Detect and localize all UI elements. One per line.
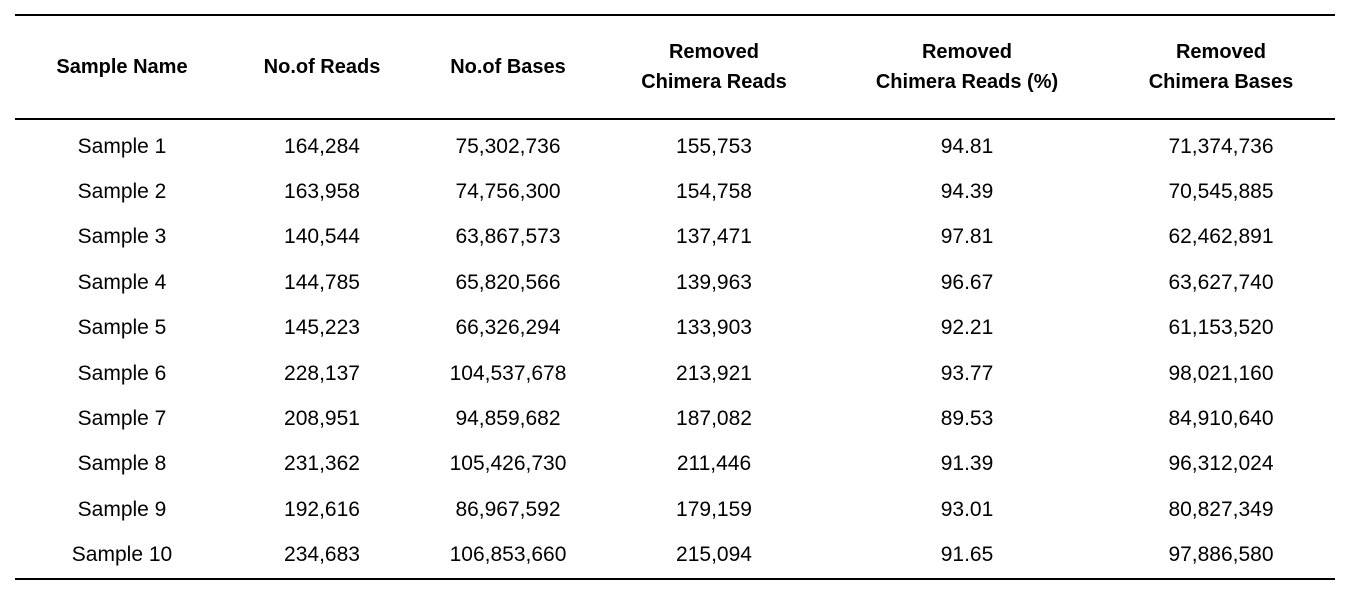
table-cell: 105,426,730	[449, 452, 567, 476]
table-cell: 84,910,640	[1168, 407, 1274, 431]
table-cell: 179,159	[676, 497, 752, 521]
table-cell: 62,462,891	[1168, 225, 1274, 249]
header-text: Chimera Bases	[1148, 71, 1294, 93]
table-body: Sample 1 164,284 75,302,736 155,753 94.81 71,…	[15, 119, 1335, 579]
table-cell: 91.65	[940, 543, 994, 567]
table-cell: 96,312,024	[1168, 452, 1274, 476]
table-cell: 106,853,660	[449, 543, 567, 567]
table-cell: 96.67	[940, 270, 994, 294]
header-sample-name: Sample Name	[15, 15, 229, 119]
table-cell: 140,544	[284, 225, 360, 249]
table-cell: 93.01	[940, 497, 994, 521]
table-row: Sample 7 208,951 94,859,682 187,082 89.53 84,…	[15, 396, 1335, 441]
table-cell: 228,137	[284, 361, 360, 385]
table-row: Sample 8 231,362 105,426,730 211,446 91.39 96…	[15, 442, 1335, 487]
table-cell: 71,374,736	[1168, 134, 1274, 158]
header-row: Sample Name No.of Reads No.of Bases Remo…	[15, 15, 1335, 119]
table-cell: Sample 10	[71, 543, 173, 567]
table-cell: 94.39	[940, 180, 994, 204]
table-cell: 89.53	[940, 407, 994, 431]
header-text: Sample Name	[56, 56, 188, 78]
table-cell: 74,756,300	[455, 180, 561, 204]
header-no-of-bases: No.of Bases	[415, 15, 601, 119]
table-header: Sample Name No.of Reads No.of Bases Remo…	[15, 15, 1335, 119]
table-cell: 80,827,349	[1168, 497, 1274, 521]
table-cell: 61,153,520	[1168, 316, 1274, 340]
table-cell: 231,362	[284, 452, 360, 476]
table-cell: 144,785	[284, 270, 360, 294]
table-cell: 213,921	[676, 361, 752, 385]
table-cell: Sample 8	[77, 452, 167, 476]
table-cell: 75,302,736	[455, 134, 561, 158]
header-text: Chimera Reads (%)	[875, 71, 1059, 93]
table-cell: Sample 6	[77, 361, 167, 385]
table-cell: 154,758	[676, 180, 752, 204]
table-cell: 163,958	[284, 180, 360, 204]
table-cell: 164,284	[284, 134, 360, 158]
header-removed-chimera-bases: Removed Chimera Bases	[1107, 15, 1335, 119]
table-cell: Sample 3	[77, 225, 167, 249]
table-cell: 211,446	[676, 452, 752, 476]
header-text: Removed	[1175, 41, 1267, 63]
table-row: Sample 9 192,616 86,967,592 179,159 93.01 80,…	[15, 487, 1335, 532]
table-cell: 145,223	[284, 316, 360, 340]
header-no-of-reads: No.of Reads	[229, 15, 415, 119]
table-cell: 187,082	[676, 407, 752, 431]
header-text: Removed	[921, 41, 1013, 63]
table-cell: Sample 2	[77, 180, 167, 204]
table-cell: 86,967,592	[455, 497, 561, 521]
table-row: Sample 4 144,785 65,820,566 139,963 96.67 63,…	[15, 260, 1335, 305]
table-cell: 98,021,160	[1168, 361, 1274, 385]
table-row: Sample 6 228,137 104,537,678 213,921 93.77 98…	[15, 351, 1335, 396]
table-cell: Sample 9	[77, 497, 167, 521]
table-cell: 97,886,580	[1168, 543, 1274, 567]
table-cell: 192,616	[284, 497, 360, 521]
table-cell: 139,963	[676, 270, 752, 294]
table-cell: 92.21	[940, 316, 994, 340]
table-cell: Sample 4	[77, 270, 167, 294]
table-cell: Sample 1	[77, 134, 167, 158]
table-row: Sample 1 164,284 75,302,736 155,753 94.81 71,…	[15, 119, 1335, 169]
table-cell: 91.39	[940, 452, 994, 476]
header-text: Removed	[668, 41, 760, 63]
header-removed-chimera-reads-pct: Removed Chimera Reads (%)	[827, 15, 1107, 119]
sample-stats-table: Sample Name No.of Reads No.of Bases Remo…	[15, 14, 1335, 580]
table-cell: Sample 7	[77, 407, 167, 431]
table-cell: 104,537,678	[449, 361, 567, 385]
table-cell: Sample 5	[77, 316, 167, 340]
data-table-container: Sample Name No.of Reads No.of Bases Remo…	[15, 14, 1335, 580]
header-text: Chimera Reads	[641, 71, 787, 93]
table-cell: 234,683	[284, 543, 360, 567]
table-cell: 94,859,682	[455, 407, 561, 431]
table-cell: 66,326,294	[455, 316, 561, 340]
table-cell: 137,471	[676, 225, 752, 249]
table-cell: 65,820,566	[455, 270, 561, 294]
table-cell: 215,094	[676, 543, 752, 567]
table-cell: 97.81	[940, 225, 994, 249]
table-cell: 155,753	[676, 134, 752, 158]
table-cell: 94.81	[940, 134, 994, 158]
table-row: Sample 3 140,544 63,867,573 137,471 97.81 62,…	[15, 215, 1335, 260]
header-text: No.of Bases	[450, 56, 566, 78]
header-removed-chimera-reads: Removed Chimera Reads	[601, 15, 827, 119]
table-row: Sample 2 163,958 74,756,300 154,758 94.39 70,…	[15, 169, 1335, 214]
table-cell: 63,867,573	[455, 225, 561, 249]
table-row: Sample 5 145,223 66,326,294 133,903 92.21 61,…	[15, 306, 1335, 351]
table-row: Sample 10 234,683 106,853,660 215,094 91.65 9…	[15, 533, 1335, 579]
table-cell: 133,903	[676, 316, 752, 340]
table-cell: 93.77	[940, 361, 994, 385]
table-cell: 63,627,740	[1168, 270, 1274, 294]
table-cell: 70,545,885	[1168, 180, 1274, 204]
header-text: No.of Reads	[263, 56, 381, 78]
table-cell: 208,951	[284, 407, 360, 431]
